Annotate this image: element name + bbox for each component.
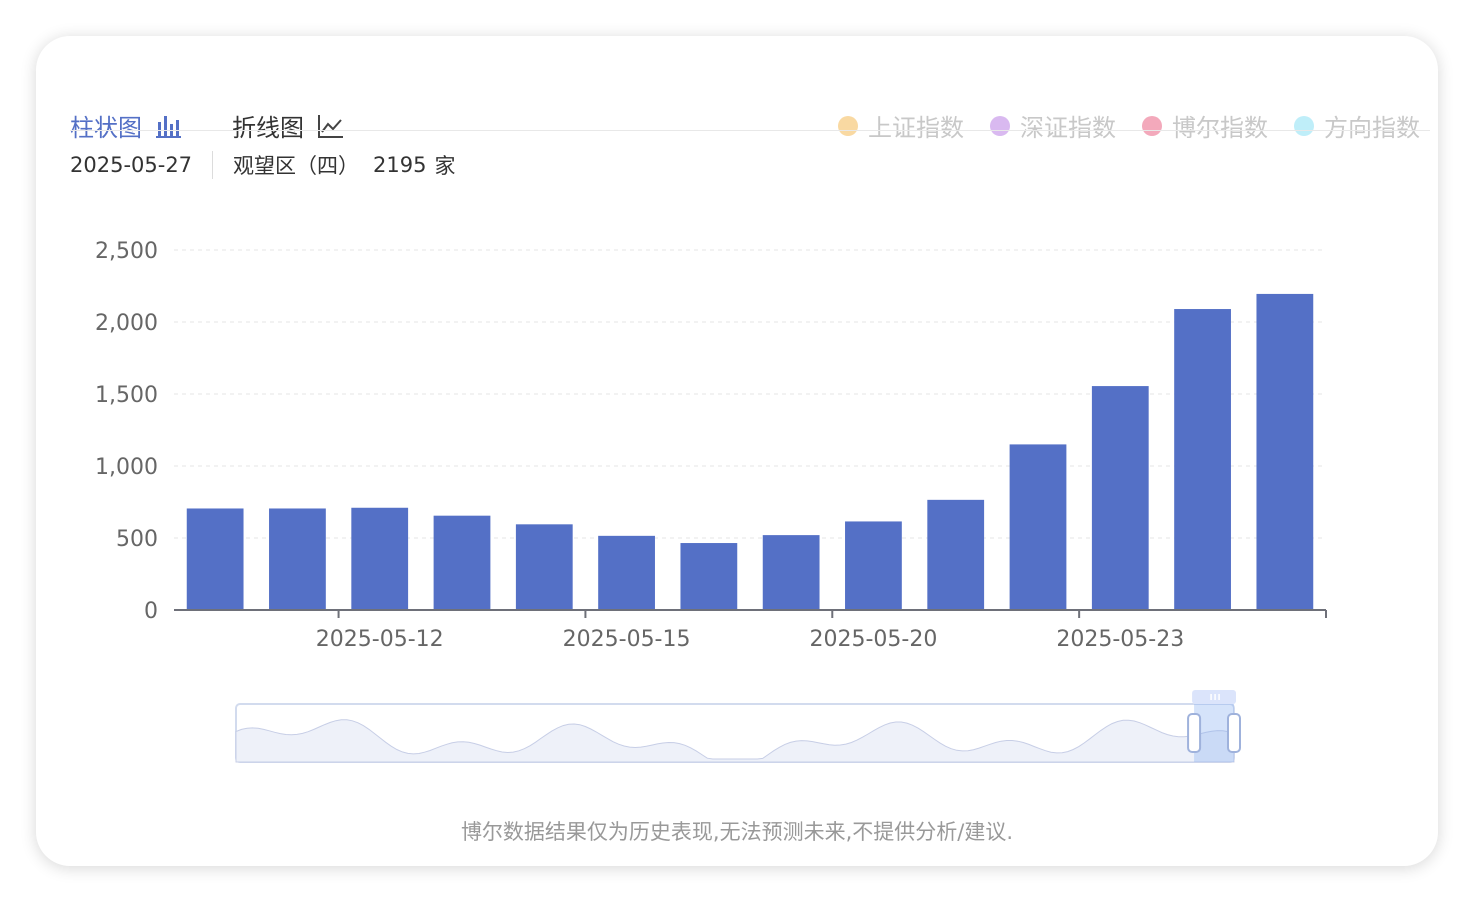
bar — [680, 543, 738, 610]
x-tick-label: 2025-05-12 — [316, 627, 444, 652]
legend-label: 深证指数 — [1020, 114, 1116, 142]
bar — [269, 508, 326, 610]
tab-bar-chart[interactable]: 柱状图 — [70, 108, 182, 143]
tab-line-chart[interactable]: 折线图 — [232, 108, 344, 143]
legend-label: 上证指数 — [868, 114, 964, 142]
bar-chart: 0 500 1,000 1,500 2,000 2,500 2025-05-12 2025-0… — [95, 239, 1327, 763]
bar — [1256, 293, 1314, 610]
legend-item-shanghai[interactable]: 上证指数 — [838, 108, 964, 143]
bar — [1009, 444, 1067, 610]
line-chart-icon — [318, 114, 343, 138]
bar — [1091, 386, 1149, 610]
zoom-start-handle[interactable] — [1187, 713, 1202, 753]
x-tick-label: 2025-05-20 — [809, 627, 937, 652]
zoom-move-handle[interactable] — [1192, 690, 1236, 704]
zoom-preview-area — [235, 719, 1235, 763]
y-tick-label: 0 — [144, 599, 158, 624]
header-divider — [70, 130, 1430, 131]
info-region: 观望区（四） — [233, 154, 360, 178]
info-separator — [212, 151, 214, 179]
y-tick-label: 500 — [116, 527, 158, 552]
chart-legend: 上证指数 深证指数 博尔指数 方向指数 — [838, 108, 1420, 143]
bar — [762, 535, 820, 610]
x-tick-label: 2025-05-15 — [563, 627, 691, 652]
y-tick-label: 2,000 — [95, 311, 158, 336]
chart-type-tabs: 柱状图 折线图 — [70, 108, 344, 143]
bar — [598, 535, 655, 610]
disclaimer-footer: 博尔数据结果仅为历史表现,无法预测未来,不提供分析/建议. — [460, 820, 1014, 844]
info-date: 2025-05-27 — [70, 153, 193, 177]
x-tick-label: 2025-05-23 — [1056, 627, 1184, 652]
y-tick-label: 2,500 — [95, 239, 158, 264]
y-tick-label: 1,500 — [95, 383, 158, 408]
info-row: 2025-05-27 观望区（四） 2195 家 — [70, 150, 456, 180]
info-count: 2195 — [373, 153, 427, 177]
chart-card: 柱状图 折线图 上证指数 深证指数 — [36, 36, 1438, 866]
bar — [433, 515, 491, 610]
legend-label: 博尔指数 — [1172, 114, 1268, 142]
zoom-end-handle[interactable] — [1227, 713, 1241, 753]
bar — [186, 508, 244, 610]
bar — [1174, 309, 1231, 610]
legend-item-direction[interactable]: 方向指数 — [1294, 108, 1420, 143]
legend-label: 方向指数 — [1324, 114, 1420, 142]
tab-bar-chart-label: 柱状图 — [70, 114, 142, 142]
info-unit: 家 — [434, 154, 456, 178]
y-tick-label: 1,000 — [95, 455, 158, 480]
tab-line-chart-label: 折线图 — [232, 114, 304, 142]
bar-chart-icon — [156, 115, 181, 138]
bar — [351, 507, 409, 610]
bar — [515, 524, 573, 610]
bar — [927, 499, 985, 610]
bar — [845, 521, 902, 610]
